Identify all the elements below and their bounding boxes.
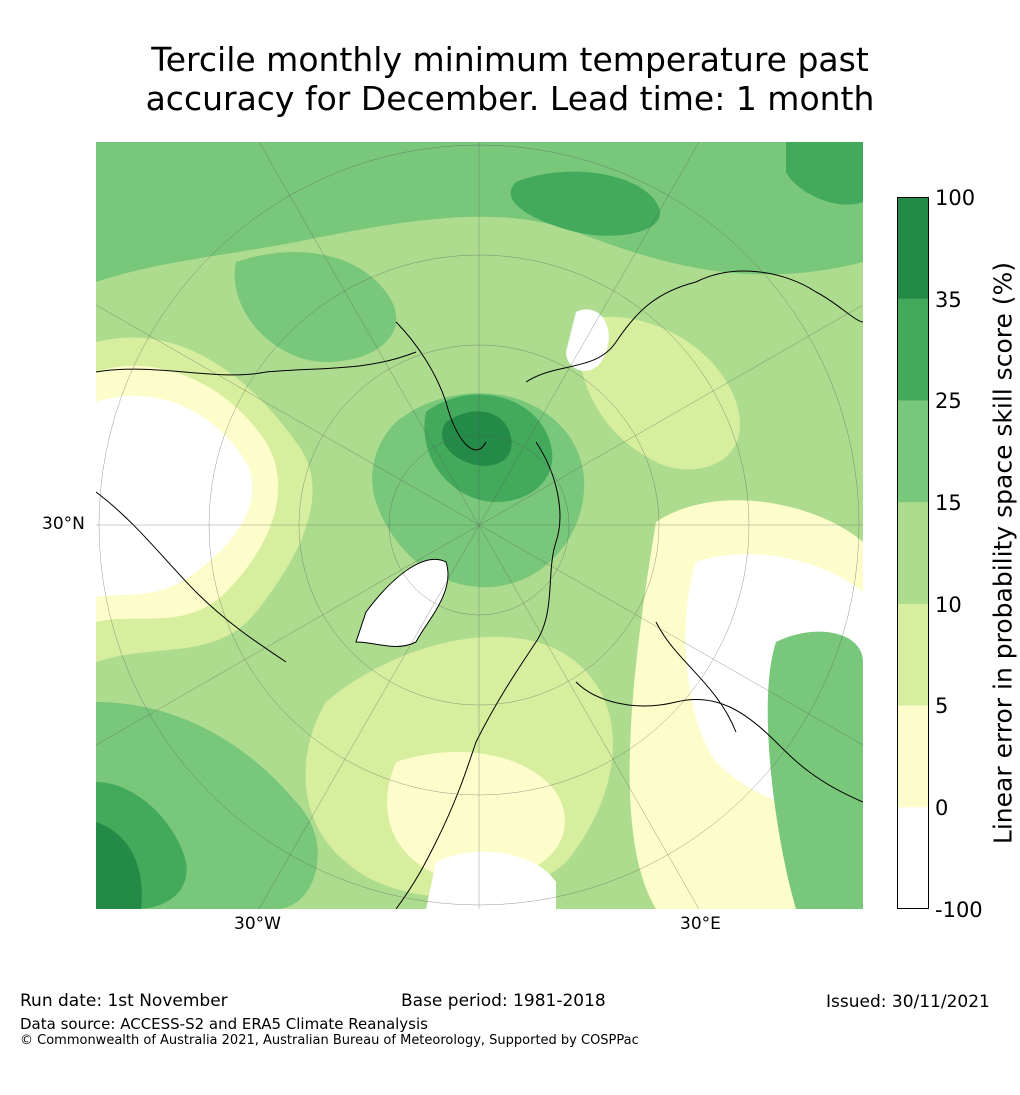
base-period: Base period: 1981-2018: [401, 991, 606, 1011]
copyright: © Commonwealth of Australia 2021, Austra…: [20, 1033, 639, 1048]
colorbar-segment: [897, 197, 929, 300]
region-pale: [387, 752, 565, 882]
graticule: [96, 142, 863, 909]
lon-label-30e: 30°E: [680, 914, 721, 934]
issued-date: Issued: 30/11/2021: [826, 992, 990, 1012]
region-white: [96, 395, 253, 597]
region-dark: [786, 142, 863, 205]
region-medium: [234, 252, 397, 362]
colorbar-segment: [897, 400, 929, 503]
colorbar-label: Linear error in probability space skill …: [988, 261, 1018, 845]
colorbar-segment: [897, 502, 929, 605]
run-date: Run date: 1st November: [20, 991, 228, 1011]
region-medium: [96, 142, 863, 282]
colorbar-segment: [897, 298, 929, 401]
lat-label-30n: 30°N: [42, 514, 85, 534]
colorbar-tick: 25: [935, 389, 962, 413]
coastlines: [96, 270, 863, 909]
colorbar-tick: 5: [935, 694, 949, 718]
title-line-2: accuracy for December. Lead time: 1 mont…: [145, 79, 875, 118]
colorbar-tick: -100: [935, 898, 983, 922]
region-medium: [767, 631, 863, 909]
region-white: [426, 851, 556, 909]
colorbar-tick: 100: [935, 186, 976, 210]
colorbar-segment: [897, 603, 929, 707]
region-darkest: [96, 822, 142, 909]
greenland: [355, 558, 449, 647]
colorbar-tick: 0: [935, 796, 949, 820]
skill-score-map: [96, 142, 863, 909]
chart-title: Tercile monthly minimum temperature past…: [0, 40, 1020, 118]
lon-label-30w: 30°W: [234, 914, 281, 934]
colorbar-segment: [897, 807, 929, 909]
colorbar-tick: 15: [935, 491, 962, 515]
region-dark: [510, 171, 660, 236]
region-light: [576, 316, 740, 470]
colorbar: [897, 197, 929, 909]
data-source: Data source: ACCESS-S2 and ERA5 Climate …: [20, 1015, 428, 1033]
region-darkest: [442, 411, 512, 466]
title-line-1: Tercile monthly minimum temperature past: [151, 40, 869, 79]
colorbar-tick: 10: [935, 593, 962, 617]
colorbar-segment: [897, 705, 929, 808]
colorbar-tick: 35: [935, 288, 962, 312]
